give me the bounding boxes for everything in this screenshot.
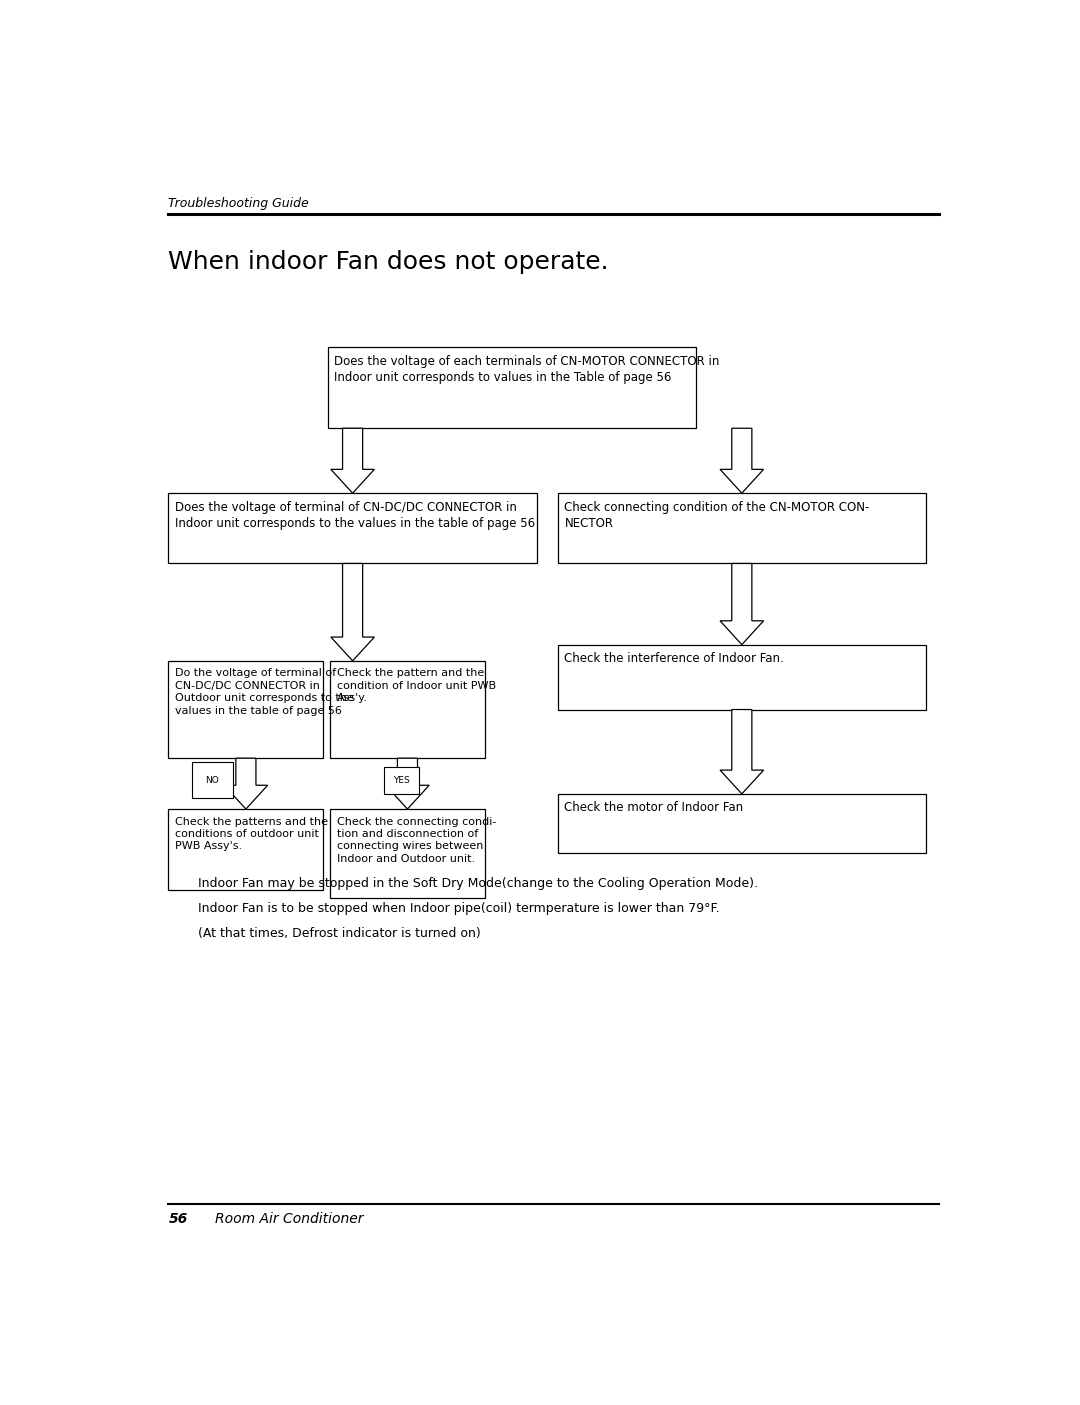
Text: Check connecting condition of the CN-MOTOR CON-
NECTOR: Check connecting condition of the CN-MOT…: [565, 500, 869, 530]
Polygon shape: [720, 429, 764, 493]
Text: Check the interference of Indoor Fan.: Check the interference of Indoor Fan.: [565, 652, 784, 665]
Text: (At that times, Defrost indicator is turned on): (At that times, Defrost indicator is tur…: [198, 927, 481, 940]
Text: Check the patterns and the
conditions of outdoor unit
PWB Assy's.: Check the patterns and the conditions of…: [175, 816, 328, 851]
Bar: [557, 794, 926, 853]
Text: Do the voltage of terminal of
CN-DC/DC CONNECTOR in
Outdoor unit corresponds to : Do the voltage of terminal of CN-DC/DC C…: [175, 669, 354, 715]
Bar: [330, 660, 485, 759]
Polygon shape: [720, 563, 764, 645]
Text: Does the voltage of terminal of CN-DC/DC CONNECTOR in
Indoor unit corresponds to: Does the voltage of terminal of CN-DC/DC…: [175, 500, 536, 530]
Text: Does the voltage of each terminals of CN-MOTOR CONNECTOR in
Indoor unit correspo: Does the voltage of each terminals of CN…: [334, 354, 719, 384]
Text: Indoor Fan may be stopped in the Soft Dry Mode(change to the Cooling Operation M: Indoor Fan may be stopped in the Soft Dr…: [198, 877, 758, 891]
Polygon shape: [720, 710, 764, 794]
Polygon shape: [330, 429, 375, 493]
Bar: [557, 493, 926, 563]
Text: Check the pattern and the
condition of Indoor unit PWB
Ass'y.: Check the pattern and the condition of I…: [337, 669, 496, 704]
Bar: [168, 493, 537, 563]
Text: Troubleshooting Guide: Troubleshooting Guide: [168, 197, 309, 209]
Text: Check the connecting condi-
tion and disconnection of
connecting wires between
I: Check the connecting condi- tion and dis…: [337, 816, 496, 864]
Text: Room Air Conditioner: Room Air Conditioner: [215, 1211, 363, 1225]
Text: NO: NO: [205, 776, 219, 785]
Bar: [168, 809, 323, 891]
Bar: [557, 645, 926, 710]
Bar: [168, 660, 323, 759]
Polygon shape: [330, 563, 375, 660]
Polygon shape: [225, 759, 268, 809]
Polygon shape: [386, 759, 429, 809]
Text: Indoor Fan is to be stopped when Indoor pipe(coil) termperature is lower than 79: Indoor Fan is to be stopped when Indoor …: [198, 902, 719, 915]
Text: Check the motor of Indoor Fan: Check the motor of Indoor Fan: [565, 801, 743, 815]
Bar: [330, 809, 485, 898]
Text: YES: YES: [393, 776, 410, 785]
Text: 56: 56: [168, 1211, 188, 1225]
Bar: [327, 347, 696, 429]
Text: When indoor Fan does not operate.: When indoor Fan does not operate.: [168, 250, 609, 274]
